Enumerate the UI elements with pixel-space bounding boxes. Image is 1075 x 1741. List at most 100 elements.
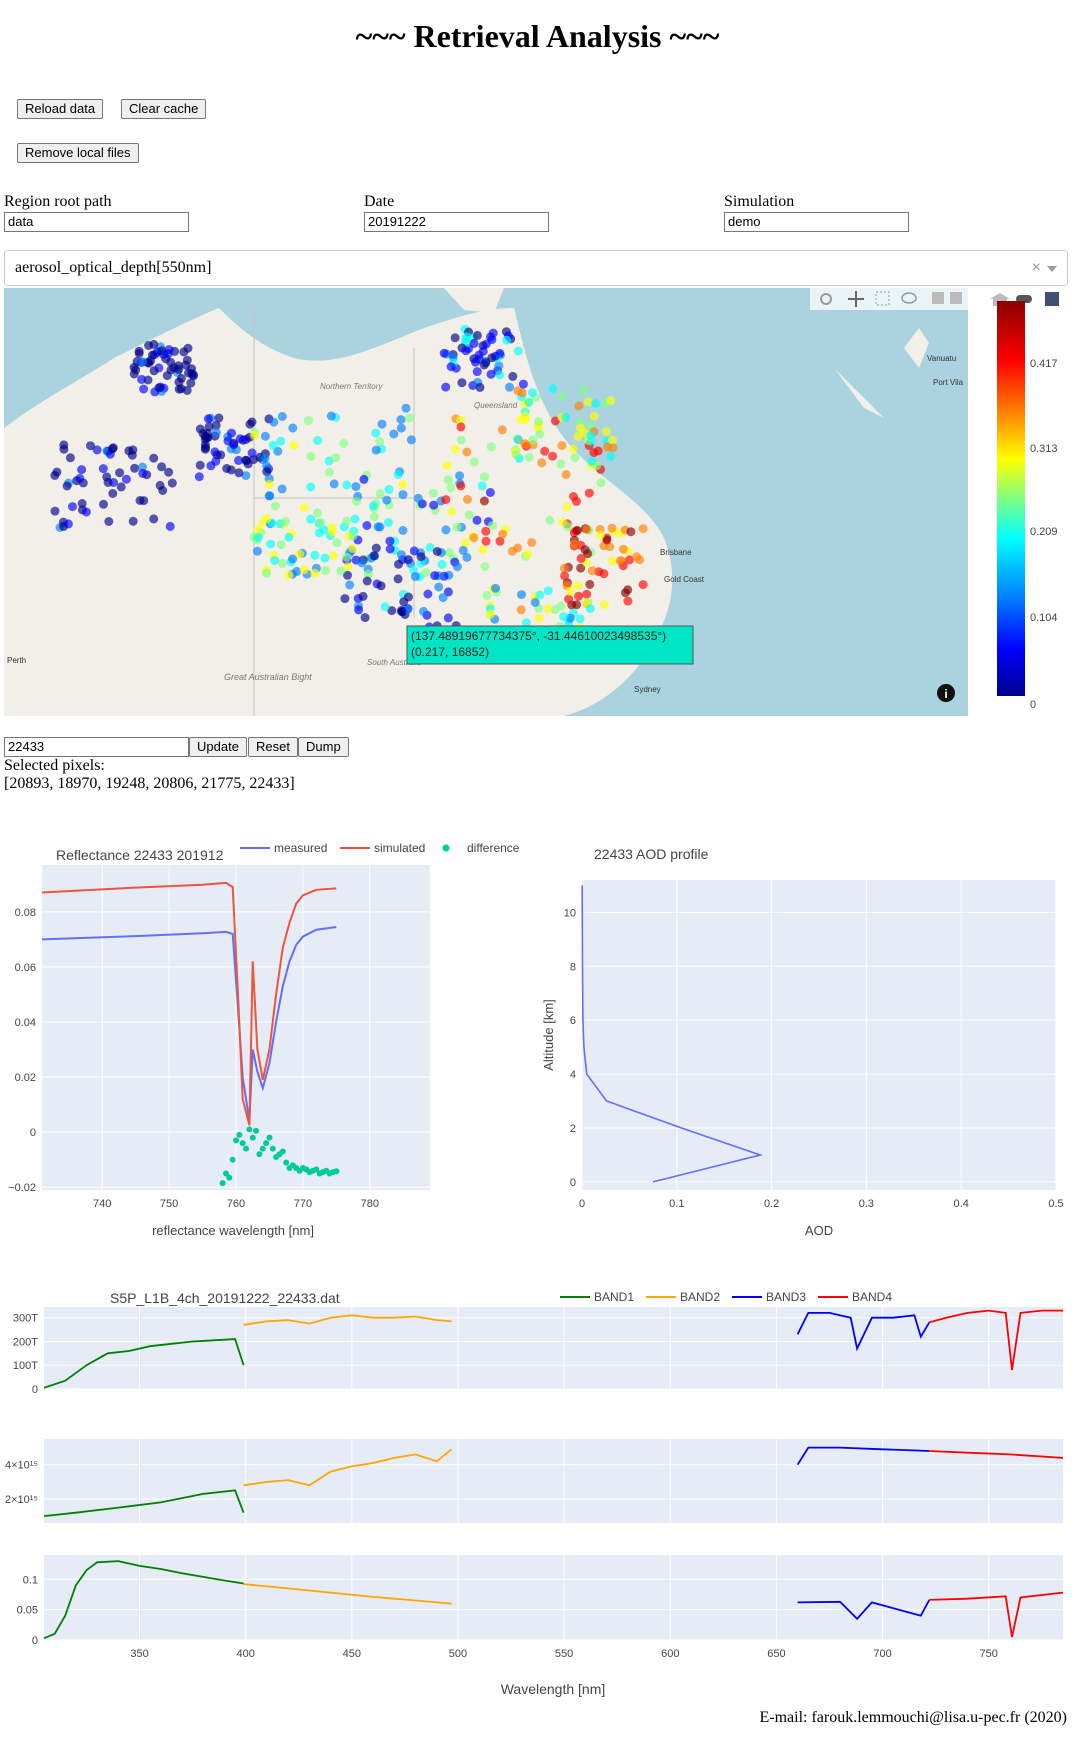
- aod-pixel-marker: [115, 468, 125, 478]
- remove-local-files-button[interactable]: Remove local files: [17, 143, 139, 163]
- dump-button[interactable]: Dump: [298, 737, 349, 757]
- box-select-icon[interactable]: [875, 291, 890, 306]
- aod-pixel-marker: [328, 551, 338, 561]
- aod-pixel-marker: [479, 472, 489, 482]
- aod-pixel-marker: [437, 559, 447, 569]
- aod-pixel-marker: [469, 457, 479, 467]
- aod-pixel-marker: [211, 427, 221, 437]
- aod-pixel-marker: [387, 606, 397, 616]
- clear-selection-icon[interactable]: ×: [1031, 259, 1041, 276]
- aod-map-svg[interactable]: Northern Territory Queensland South Aust…: [4, 288, 969, 716]
- aod-pixel-marker: [573, 581, 583, 590]
- aod-pixel-marker: [324, 467, 334, 477]
- aod-pixel-marker: [481, 536, 491, 546]
- reload-data-button[interactable]: Reload data: [17, 99, 104, 119]
- aod-pixel-marker: [528, 435, 538, 445]
- aod-pixel-marker: [543, 586, 553, 596]
- chevron-down-icon[interactable]: [1047, 266, 1057, 272]
- aod-pixel-marker: [520, 411, 530, 421]
- y-tick-label: 0.05: [17, 1605, 38, 1617]
- pixel-id-input[interactable]: 22433: [4, 737, 189, 757]
- aod-pixel-marker: [475, 382, 485, 392]
- aod-pixel-marker: [481, 358, 491, 368]
- zoom-in-icon[interactable]: [932, 292, 944, 304]
- spectrum-chart: 0 100T 200T 300T 2×10¹⁵ 4×10¹⁵ 350 400 450 500 550…: [5, 1290, 1064, 1697]
- plotly-logo-icon[interactable]: [1045, 292, 1059, 306]
- aod-pixel-marker: [211, 456, 221, 466]
- aod-pixel-marker: [375, 489, 385, 499]
- aod-pixel-marker: [138, 462, 147, 472]
- y-tick-label: 6: [570, 1015, 576, 1027]
- aod-pixel-marker: [579, 385, 588, 395]
- aod-pixel-marker: [573, 432, 583, 441]
- spectrum-panels: 0 100T 200T 300T 2×10¹⁵ 4×10¹⁵ 350 400 450 500 550…: [5, 1290, 1064, 1697]
- aod-pixel-marker: [430, 571, 440, 581]
- aod-pixel-marker: [480, 562, 490, 571]
- spectrum-title: S5P_L1B_4ch_20191222_22433.dat: [110, 1290, 340, 1306]
- aod-pixel-marker: [134, 349, 144, 358]
- date-input[interactable]: 20191222: [364, 212, 549, 232]
- aod-pixel-marker: [576, 553, 586, 563]
- variable-select[interactable]: aerosol_optical_depth[550nm] ×: [4, 250, 1068, 286]
- camera-icon[interactable]: [820, 293, 832, 305]
- aod-pixel-marker: [306, 514, 316, 524]
- aod-pixel-marker: [306, 482, 316, 492]
- difference-marker: [266, 1134, 273, 1141]
- pan-icon[interactable]: [848, 291, 864, 307]
- aod-pixel-marker: [187, 369, 197, 378]
- aod-pixel-marker: [608, 435, 617, 445]
- clear-cache-button[interactable]: Clear cache: [121, 99, 207, 119]
- selected-pixels-list: [20893, 18970, 19248, 20806, 21775, 2243…: [4, 775, 295, 792]
- aod-pixel-marker: [129, 369, 139, 379]
- aod-pixel-marker: [124, 446, 134, 456]
- aod-pixel-marker: [369, 512, 379, 522]
- simulation-label: Simulation: [724, 193, 795, 210]
- band1-line: [43, 1560, 244, 1640]
- aod-pixel-marker: [413, 493, 423, 503]
- aod-pixel-marker: [371, 445, 381, 455]
- aod-pixel-marker: [458, 545, 468, 555]
- aod-pixel-marker: [434, 582, 444, 592]
- islands: [834, 328, 929, 418]
- aod-pixel-marker: [561, 470, 571, 479]
- aod-pixel-marker: [570, 453, 580, 463]
- aod-pixel-marker: [167, 478, 177, 488]
- colorbar-gradient: [997, 301, 1025, 696]
- update-button[interactable]: Update: [189, 737, 247, 757]
- profile-line: [581, 885, 764, 1183]
- aod-pixel-marker: [396, 415, 406, 425]
- map-label-bight: Great Australian Bight: [224, 672, 312, 682]
- aod-pixel-marker: [559, 612, 569, 622]
- x-tick-label: 400: [236, 1648, 254, 1660]
- aod-pixel-marker: [457, 378, 467, 388]
- simulation-input[interactable]: demo: [724, 212, 909, 232]
- aod-pixel-marker: [623, 585, 633, 595]
- aod-pixel-marker: [77, 465, 87, 475]
- info-icon[interactable]: [937, 684, 955, 702]
- y-tick-label: 8: [570, 961, 576, 973]
- aod-pixel-marker: [363, 569, 373, 579]
- map-label-qld: Queensland: [474, 401, 518, 410]
- y-tick-label: 0.1: [23, 1574, 38, 1586]
- aod-pixel-marker: [585, 604, 595, 614]
- aod-pixel-marker: [461, 346, 471, 356]
- region-root-path-input[interactable]: data: [4, 212, 189, 232]
- lasso-icon[interactable]: [901, 292, 917, 304]
- band1-line: [43, 1489, 245, 1517]
- aod-pixel-marker: [450, 444, 460, 454]
- aod-map[interactable]: Northern Territory Queensland South Aust…: [4, 288, 969, 716]
- x-tick-label: 0.1: [669, 1198, 684, 1210]
- x-tick-label: 700: [873, 1648, 891, 1660]
- aod-pixel-marker: [266, 539, 276, 549]
- aod-pixel-marker: [234, 468, 244, 478]
- zoom-out-icon[interactable]: [950, 292, 962, 304]
- difference-marker: [279, 1148, 286, 1155]
- aod-pixel-marker: [491, 583, 500, 593]
- difference-marker: [246, 1126, 253, 1133]
- aod-pixel-marker: [98, 464, 108, 474]
- reset-button[interactable]: Reset: [248, 737, 298, 757]
- page-title: ~~~ Retrieval Analysis ~~~: [355, 18, 720, 54]
- aod-pixel-marker: [211, 420, 221, 430]
- aod-pixel-marker: [456, 435, 466, 445]
- aod-pixel-marker: [518, 379, 528, 389]
